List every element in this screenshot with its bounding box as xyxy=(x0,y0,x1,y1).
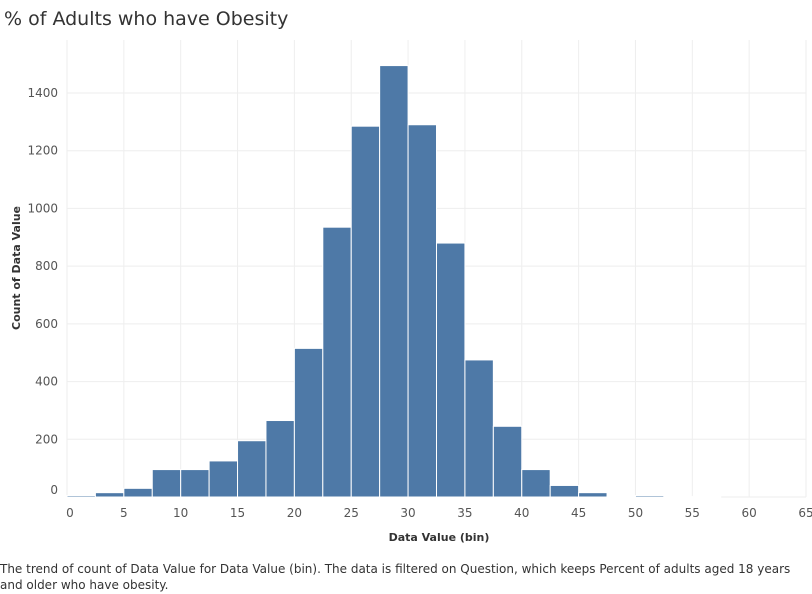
x-tick-label: 0 xyxy=(66,506,74,520)
x-tick-label: 10 xyxy=(173,506,188,520)
x-tick-label: 40 xyxy=(514,506,529,520)
histogram-bar xyxy=(123,487,153,498)
y-tick-label: 1400 xyxy=(27,86,58,100)
x-tick-label: 55 xyxy=(685,506,700,520)
grid-lines xyxy=(66,40,807,498)
histogram-bar xyxy=(521,469,551,498)
y-tick-label: 1000 xyxy=(27,201,58,215)
histogram-bar xyxy=(322,226,352,498)
histogram-bar xyxy=(436,242,466,498)
chart-caption: The trend of count of Data Value for Dat… xyxy=(0,562,791,592)
histogram-bar xyxy=(151,469,182,498)
x-tick-label: 25 xyxy=(344,506,359,520)
histogram-bar xyxy=(606,495,636,498)
x-tick-label: 50 xyxy=(628,506,643,520)
x-tick-label: 65 xyxy=(798,506,812,520)
histogram-bar xyxy=(634,495,665,498)
x-axis-title: Data Value (bin) xyxy=(389,531,490,544)
histogram-bar xyxy=(663,495,693,498)
y-axis-title: Count of Data Value xyxy=(10,206,23,330)
x-tick-label: 15 xyxy=(230,506,245,520)
x-tick-label: 60 xyxy=(742,506,757,520)
histogram-bar xyxy=(691,496,722,499)
histogram-bars xyxy=(66,65,722,499)
histogram-bar xyxy=(549,484,580,498)
histogram-bar xyxy=(578,492,608,498)
histogram-bar xyxy=(265,420,295,498)
histogram-bar xyxy=(293,347,324,498)
y-tick-label: 800 xyxy=(35,259,58,273)
histogram-bar xyxy=(464,359,494,498)
histogram-bar xyxy=(379,65,409,498)
histogram-bar xyxy=(492,425,523,498)
y-tick-label: 400 xyxy=(35,375,58,389)
histogram-chart: 0 200 400 600 800 1000 1200 1400 0 5 10 15 20 25 30 35… xyxy=(10,40,812,544)
histogram-bar xyxy=(180,469,210,498)
x-tick-label: 30 xyxy=(400,506,415,520)
y-tick-label: 600 xyxy=(35,317,58,331)
x-tick-label: 35 xyxy=(457,506,472,520)
y-axis-ticks: 0 200 400 600 800 1000 1200 1400 xyxy=(27,86,58,497)
y-tick-label: 0 xyxy=(50,483,58,497)
x-tick-label: 20 xyxy=(287,506,302,520)
x-tick-label: 45 xyxy=(571,506,586,520)
y-tick-label: 200 xyxy=(35,432,58,446)
histogram-bar xyxy=(237,440,267,498)
histogram-bar xyxy=(66,495,96,498)
histogram-bar xyxy=(208,460,239,498)
histogram-bar xyxy=(94,492,125,498)
chart-title: % of Adults who have Obesity xyxy=(4,8,289,30)
histogram-bar xyxy=(350,125,381,498)
histogram-bar xyxy=(407,124,438,498)
x-axis-ticks: 0 5 10 15 20 25 30 35 40 45 50 55 60 65 xyxy=(66,506,812,520)
x-tick-label: 5 xyxy=(120,506,128,520)
y-tick-label: 1200 xyxy=(27,144,58,158)
